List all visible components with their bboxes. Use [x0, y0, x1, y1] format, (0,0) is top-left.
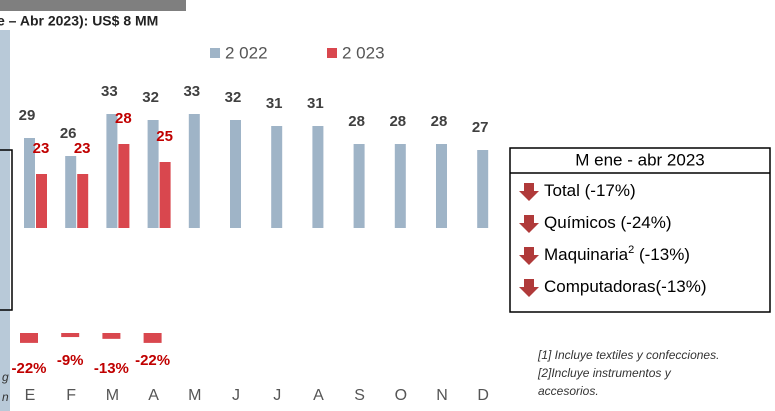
bar	[159, 162, 171, 228]
down-arrow	[519, 215, 539, 233]
header-strip	[0, 0, 186, 11]
change-bar	[20, 333, 38, 343]
superscript: 2	[628, 244, 634, 256]
left-box	[0, 149, 13, 311]
legend-label: 2 023	[342, 43, 385, 62]
x-tick-label: J	[273, 387, 281, 404]
summary-item: Químicos (-24%)	[544, 213, 672, 232]
x-tick-label: A	[148, 387, 159, 404]
value-label: 23	[74, 140, 91, 157]
value-label: 26	[60, 125, 77, 142]
legend-swatch	[210, 48, 220, 58]
legend-swatch	[327, 48, 337, 58]
bar	[24, 138, 35, 228]
summary-item: Computadoras(-13%)	[544, 277, 707, 296]
summary-item-text: Total (-17%)	[544, 181, 636, 200]
bar	[77, 174, 89, 228]
value-label: 33	[101, 83, 118, 100]
fragment: n	[2, 390, 9, 404]
x-tick-label: O	[395, 387, 407, 404]
x-tick-label: M	[188, 387, 201, 404]
x-tick-label: N	[436, 387, 448, 404]
x-tick-label: A	[313, 387, 324, 404]
bar	[230, 120, 241, 228]
value-label: 32	[225, 89, 242, 106]
x-tick-label: E	[25, 387, 36, 404]
down-arrow	[519, 247, 539, 265]
value-label: 28	[389, 113, 406, 130]
down-arrow	[519, 183, 539, 201]
change-bar	[61, 333, 80, 338]
fragment: g	[2, 370, 9, 384]
chart-title: e – Abr 2023): US$ 8 MM	[0, 13, 158, 29]
summary-item-text: Químicos (-24%)	[544, 213, 672, 232]
summary-item-suffix: (-13%)	[634, 245, 690, 264]
summary-item-text: Computadoras(-13%)	[544, 277, 707, 296]
value-label: 31	[307, 95, 324, 112]
value-label: 28	[115, 110, 132, 127]
summary-item: Maquinaria2 (-13%)	[544, 244, 690, 265]
value-label: 23	[33, 140, 50, 157]
bar	[353, 144, 365, 228]
footnote: accesorios.	[538, 384, 599, 398]
change-label: -22%	[11, 360, 46, 377]
value-label: 27	[472, 119, 489, 136]
x-tick-label: F	[66, 387, 76, 404]
change-label: -22%	[135, 352, 170, 369]
value-label: 28	[348, 113, 365, 130]
bar	[394, 144, 406, 228]
summary-title: M ene - abr 2023	[575, 150, 704, 169]
x-tick-label: M	[106, 387, 119, 404]
bar	[36, 174, 47, 228]
footnote: [2]Incluye instrumentos y	[537, 366, 672, 380]
summary-item: Total (-17%)	[544, 181, 636, 200]
bar	[118, 144, 130, 228]
left-strip	[0, 30, 10, 411]
change-bar	[102, 333, 121, 339]
x-tick-label: J	[232, 387, 240, 404]
summary-item-text: Maquinaria	[544, 245, 629, 264]
bar	[188, 114, 200, 228]
bar	[147, 120, 159, 228]
value-label: 29	[19, 107, 36, 124]
footnote: [1] Incluye textiles y confecciones.	[537, 348, 719, 362]
value-label: 25	[156, 128, 173, 145]
bar	[65, 156, 77, 228]
value-label: 28	[431, 113, 448, 130]
change-label: -13%	[94, 360, 129, 377]
legend-label: 2 022	[225, 43, 268, 62]
bar	[312, 126, 324, 228]
bar	[106, 114, 118, 228]
x-tick-label: D	[477, 387, 489, 404]
change-bar	[143, 333, 162, 343]
summary-box	[509, 147, 771, 313]
value-label: 33	[183, 83, 200, 100]
bar	[436, 144, 447, 228]
down-arrow	[519, 279, 539, 297]
change-label: -9%	[57, 352, 84, 369]
value-label: 31	[266, 95, 283, 112]
value-label: 32	[142, 89, 159, 106]
bar	[477, 150, 489, 228]
bar	[271, 126, 283, 228]
x-tick-label: S	[354, 387, 365, 404]
